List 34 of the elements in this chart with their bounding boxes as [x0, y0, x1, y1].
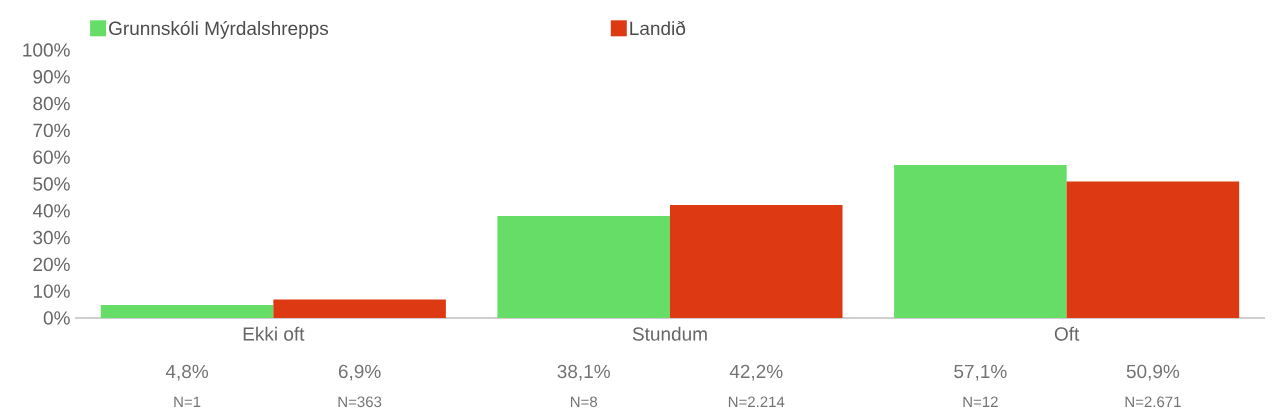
data-label: 4,8% [165, 364, 209, 381]
bar [273, 299, 446, 318]
y-tick-label: 0% [43, 311, 70, 325]
y-tick-label: 10% [33, 284, 70, 298]
bar [100, 305, 274, 318]
y-tick-label: 20% [33, 257, 70, 272]
text: N=1 [174, 396, 201, 407]
x-tick-label: Oft [1054, 326, 1080, 341]
text: N=12 [963, 396, 998, 407]
x-tick-label: Ekki oft [243, 326, 305, 341]
bar [1066, 181, 1240, 318]
y-tick-label: 90% [33, 70, 70, 84]
y-tick-label: 70% [33, 123, 70, 138]
x-tick-label: Stundum [632, 326, 707, 341]
bar [669, 204, 843, 318]
legend-label: Grunnskóli Mýrdalshrepps [109, 20, 329, 39]
bar [497, 215, 670, 318]
y-tick-label: 80% [33, 96, 70, 111]
text: N=363 [338, 396, 382, 408]
y-tick-label: 60% [33, 150, 70, 164]
data-label: 38,1% [557, 364, 610, 381]
data-label: 42,2% [729, 364, 783, 381]
y-tick-label: 30% [33, 230, 70, 245]
data-label: 50,9% [1126, 364, 1180, 381]
y-tick-label: 100% [23, 43, 70, 57]
text: N=2.671 [1125, 396, 1181, 408]
bar [894, 164, 1067, 318]
y-tick-label: 40% [32, 204, 70, 218]
legend-label: Landið [630, 20, 686, 36]
data-label: 6,9% [338, 364, 381, 381]
text: N=2.214 [728, 396, 785, 407]
data-label: 57,1% [954, 364, 1007, 381]
y-tick-label: 50% [33, 177, 70, 191]
text: N=8 [570, 396, 598, 408]
